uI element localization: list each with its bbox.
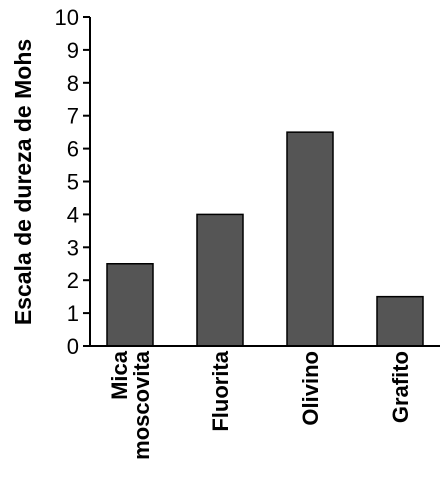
y-tick-label: 0 — [67, 334, 79, 359]
y-tick-label: 4 — [67, 202, 79, 227]
y-tick-label: 6 — [67, 137, 79, 162]
axes — [89, 17, 440, 347]
bar — [196, 213, 244, 347]
category-label: Mica — [107, 350, 132, 400]
y-tick-label: 8 — [67, 71, 79, 96]
bar — [106, 263, 154, 347]
category-label: Grafito — [388, 351, 413, 423]
y-tick-label: 3 — [67, 235, 79, 260]
y-axis-title-group: Escala de dureza de Mohs — [10, 39, 36, 325]
bars — [106, 131, 424, 347]
category-label: moscovita — [129, 350, 154, 460]
category-label: Fluorita — [208, 350, 233, 431]
y-tick-label: 9 — [67, 38, 79, 63]
y-tick-label: 7 — [67, 104, 79, 129]
y-axis-ticks: 0 1 2 3 4 5 6 7 8 9 10 — [55, 5, 90, 359]
y-axis-title: Escala de dureza de Mohs — [10, 39, 36, 325]
bar — [286, 131, 334, 347]
y-tick-label: 1 — [67, 301, 79, 326]
y-tick-label: 2 — [67, 268, 79, 293]
y-tick-label: 5 — [67, 170, 79, 195]
y-tick-label: 10 — [55, 5, 79, 30]
bar — [376, 295, 424, 347]
category-label: Olivino — [298, 351, 323, 426]
